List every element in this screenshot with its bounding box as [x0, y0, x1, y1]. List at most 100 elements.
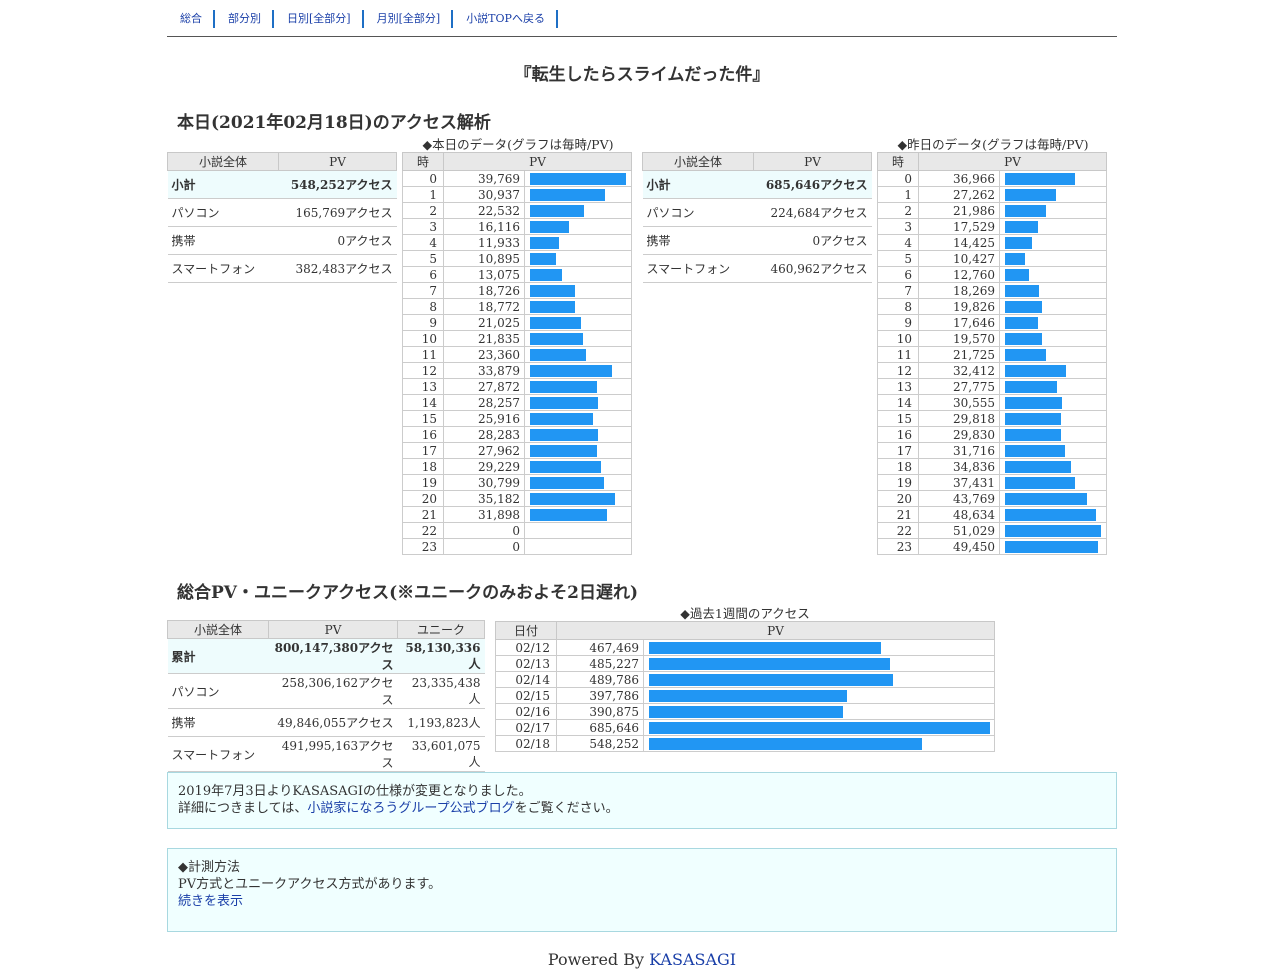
nav-item[interactable]: 総合: [167, 10, 215, 28]
summary-value: 224,684アクセス: [753, 198, 872, 227]
bar-cell: [524, 314, 632, 331]
show-more-link[interactable]: 続きを表示: [178, 894, 244, 909]
pv-bar: [530, 508, 607, 521]
row-label: 02/12: [495, 639, 557, 656]
bar-cell: [524, 410, 632, 427]
pv-bar: [530, 268, 562, 281]
pv-bar: [530, 172, 626, 185]
bar-cell: [999, 250, 1107, 267]
footer-prefix: Powered By: [547, 950, 650, 969]
pv-value: 27,962: [443, 442, 525, 459]
row-label: 21: [402, 506, 444, 523]
pv-bar: [1005, 220, 1038, 233]
kasasagi-link[interactable]: KASASAGI: [649, 950, 737, 969]
summary-label: パソコン: [167, 673, 269, 709]
table-row: 1 30,937: [402, 186, 632, 203]
today-hourly-table: 時 PV 0 39,769 1 30,937 2 22,532 3 16,116 4 11,933…: [402, 152, 632, 555]
col-header: PV: [443, 152, 632, 171]
pv-bar: [530, 188, 605, 201]
bar-cell: [524, 522, 632, 539]
row-label: 10: [877, 330, 919, 347]
table-row: 21 48,634: [877, 506, 1107, 523]
pv-value: 23,360: [443, 346, 525, 363]
pv-bar: [530, 236, 559, 249]
row-label: 02/14: [495, 671, 557, 688]
summary-value: 460,962アクセス: [753, 254, 872, 283]
table-row: 7 18,726: [402, 282, 632, 299]
col-header: PV: [556, 621, 995, 640]
pv-value: 467,469: [556, 639, 644, 656]
pv-bar: [1005, 380, 1057, 393]
bar-cell: [999, 234, 1107, 251]
pv-value: 0: [443, 522, 525, 539]
summary-pv: 800,147,380アクセス: [268, 638, 398, 674]
table-row: 14 28,257: [402, 394, 632, 411]
pv-value: 36,966: [918, 170, 1000, 187]
summary-row: 小計 548,252アクセス: [167, 170, 397, 199]
summary-value: 548,252アクセス: [278, 170, 397, 199]
bar-cell: [524, 218, 632, 235]
bar-cell: [999, 186, 1107, 203]
bar-cell: [524, 442, 632, 459]
official-blog-link[interactable]: 小説家になろうグループ公式ブログ: [307, 801, 515, 816]
row-label: 1: [877, 186, 919, 203]
summary-row: 携帯 0アクセス: [642, 226, 872, 255]
table-row: 19 37,431: [877, 474, 1107, 491]
pv-bar: [530, 300, 575, 313]
pv-bar: [530, 476, 604, 489]
nav-item[interactable]: 部分別: [215, 10, 274, 28]
table-row: 8 18,772: [402, 298, 632, 315]
summary-value: 685,646アクセス: [753, 170, 872, 199]
bar-cell: [524, 394, 632, 411]
summary-label: 携帯: [642, 226, 754, 255]
pv-bar: [1005, 284, 1039, 297]
table-row: 02/14 489,786: [495, 671, 995, 688]
row-label: 14: [402, 394, 444, 411]
row-label: 20: [877, 490, 919, 507]
summary-row: スマートフォン 382,483アクセス: [167, 254, 397, 283]
notice-box: 2019年7月3日よりKASASAGIの仕様が変更となりました。 詳細につきまし…: [167, 772, 1117, 829]
bar-cell: [999, 458, 1107, 475]
pv-bar: [530, 428, 598, 441]
bar-cell: [524, 538, 632, 555]
pv-bar: [649, 721, 990, 734]
pv-bar: [1005, 268, 1029, 281]
table-row: 20 35,182: [402, 490, 632, 507]
row-label: 12: [402, 362, 444, 379]
bar-cell: [524, 282, 632, 299]
pv-value: 25,916: [443, 410, 525, 427]
summary-row: スマートフォン 491,995,163アクセス 33,601,075人: [167, 736, 485, 772]
pv-value: 22,532: [443, 202, 525, 219]
pv-bar: [530, 284, 575, 297]
bar-cell: [643, 639, 995, 656]
pv-bar: [649, 689, 847, 702]
pv-bar: [1005, 300, 1042, 313]
pv-value: 10,427: [918, 250, 1000, 267]
pv-bar: [1005, 332, 1042, 345]
summary-row: パソコン 224,684アクセス: [642, 198, 872, 227]
col-header: PV: [278, 152, 397, 171]
bar-cell: [999, 266, 1107, 283]
nav-item[interactable]: 小説TOPへ戻る: [453, 10, 558, 28]
table-row: 23 0: [402, 538, 632, 555]
bar-cell: [524, 458, 632, 475]
table-row: 17 27,962: [402, 442, 632, 459]
table-row: 8 19,826: [877, 298, 1107, 315]
row-label: 15: [402, 410, 444, 427]
bar-cell: [999, 170, 1107, 187]
table-row: 15 25,916: [402, 410, 632, 427]
pv-value: 21,986: [918, 202, 1000, 219]
table-row: 3 16,116: [402, 218, 632, 235]
nav-item[interactable]: 日別[全部分]: [274, 10, 364, 28]
pv-bar: [1005, 460, 1071, 473]
pv-bar: [1005, 412, 1061, 425]
row-label: 17: [877, 442, 919, 459]
pv-bar: [1005, 188, 1056, 201]
pv-bar: [1005, 252, 1025, 265]
week-table: 日付 PV 02/12 467,469 02/13 485,227 02/14 489,7…: [495, 621, 995, 752]
pv-value: 685,646: [556, 719, 644, 736]
bar-cell: [524, 506, 632, 523]
summary-label: 携帯: [167, 226, 279, 255]
nav-item[interactable]: 月別[全部分]: [364, 10, 454, 28]
pv-bar: [1005, 204, 1046, 217]
